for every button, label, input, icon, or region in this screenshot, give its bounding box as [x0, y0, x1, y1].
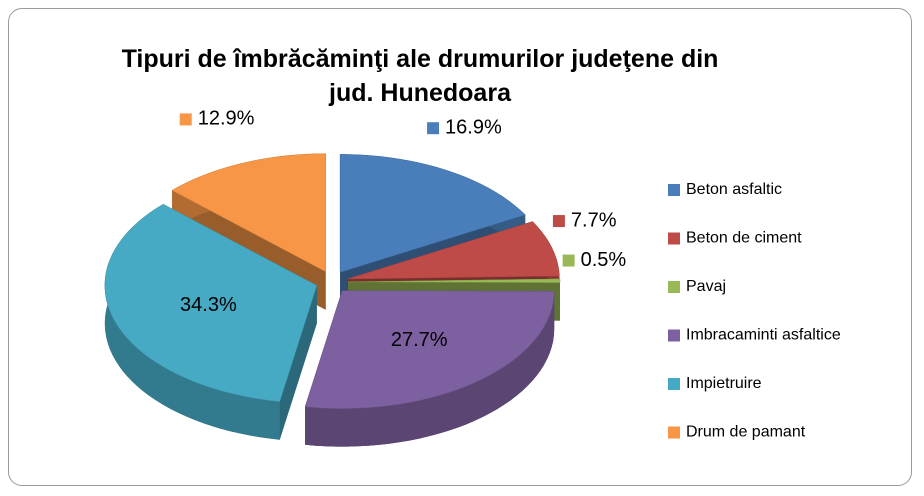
chart-frame [8, 8, 912, 486]
legend-key [668, 281, 680, 293]
label-key [552, 215, 565, 228]
label-key [562, 254, 575, 267]
label-key [372, 334, 385, 347]
label-key [162, 299, 175, 312]
data-label: 7.7% [571, 209, 617, 231]
slice-side [279, 285, 317, 440]
slice [347, 221, 560, 280]
data-label: 27.7% [391, 329, 448, 351]
legend-key [668, 184, 680, 196]
slice [304, 290, 555, 409]
slice [347, 278, 561, 283]
legend-key [668, 426, 680, 439]
legend-label: Beton de ciment [686, 230, 802, 247]
data-label: 34.3% [180, 294, 237, 316]
label-key [179, 113, 192, 126]
label-key [427, 122, 440, 135]
legend-label: Beton asfaltic [686, 181, 782, 198]
legend-label: Pavaj [686, 278, 726, 295]
slice [171, 153, 326, 273]
slice-side [104, 204, 280, 440]
data-label: 0.5% [581, 249, 627, 271]
data-label: 16.9% [445, 116, 502, 138]
slice [339, 154, 526, 273]
legend-label: Imbracaminti asfaltice [686, 327, 841, 344]
legend-key [668, 329, 680, 342]
legend-key [668, 378, 680, 390]
slice [104, 203, 318, 402]
chart-title: Tipuri de îmbrăcăminţi ale drumurilor ju… [121, 45, 719, 107]
data-label: 12.9% [198, 108, 255, 130]
legend-label: Drum de pamant [686, 424, 806, 441]
legend-key [668, 232, 680, 245]
legend-label: Impietruire [686, 375, 762, 392]
